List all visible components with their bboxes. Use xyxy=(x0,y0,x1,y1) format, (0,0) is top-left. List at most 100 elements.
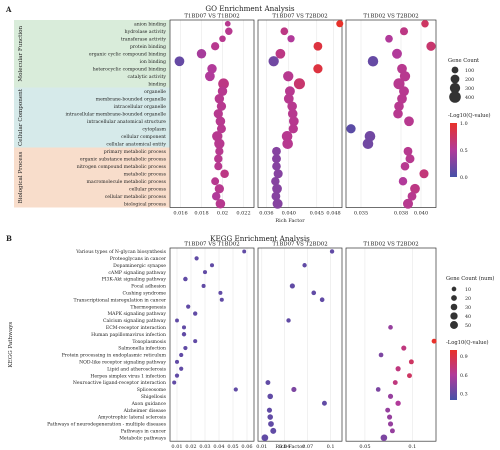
kegg-term-label: Focal adhesion xyxy=(131,284,166,290)
kegg-legend-size-dot xyxy=(450,321,458,329)
go-point xyxy=(407,191,417,201)
go-category-label: Biological Process xyxy=(18,151,24,203)
kegg-term-label: Axon guidance xyxy=(131,401,167,407)
kegg-point xyxy=(407,373,412,379)
kegg-legend-color-tick: 0.3 xyxy=(460,392,468,398)
go-point xyxy=(280,27,289,36)
kegg-term-label: PI3K-Akt signaling pathway xyxy=(102,277,167,283)
go-point xyxy=(367,56,379,67)
go-term-label: protein binding xyxy=(130,44,166,50)
go-facet-frame xyxy=(257,19,343,208)
go-x-tick-label: 0.035 xyxy=(354,211,368,217)
go-point xyxy=(196,49,207,59)
go-point xyxy=(272,154,281,164)
go-term-label: intracellular membrane-bounded organelle xyxy=(66,111,167,117)
go-point xyxy=(271,191,281,201)
kegg-point xyxy=(179,366,184,371)
go-point xyxy=(346,124,356,134)
kegg-term-label: Calcium signaling pathway xyxy=(103,318,166,324)
go-facet-title: T1BD07 VS T1BD02 xyxy=(184,14,239,20)
kegg-point xyxy=(329,249,335,254)
go-point xyxy=(399,71,411,82)
go-point xyxy=(426,41,436,51)
go-category-band xyxy=(14,20,170,88)
kegg-legend-color-tick: 0.6 xyxy=(460,373,468,379)
kegg-x-tick-label: 0.05 xyxy=(359,444,370,450)
kegg-facet-title: T1BD02 VS T2BD02 xyxy=(363,242,418,248)
kegg-point xyxy=(267,414,274,420)
kegg-point xyxy=(174,373,180,378)
go-point xyxy=(214,162,223,171)
kegg-title: KEGG Enrichment Analysis xyxy=(210,234,310,243)
go-point xyxy=(205,71,215,82)
go-point xyxy=(393,78,405,90)
kegg-term-label: Transcriptional misregulation in cancer xyxy=(73,297,166,303)
kegg-xlabel: Rich Factor xyxy=(275,444,305,450)
kegg-point xyxy=(378,352,384,358)
go-facet-frame xyxy=(345,19,437,208)
go-point xyxy=(419,169,429,179)
go-point xyxy=(216,124,226,134)
go-chart: Molecular Function Cellular Component Biol… xyxy=(14,14,491,217)
kegg-point xyxy=(302,263,307,268)
go-point xyxy=(225,27,233,35)
kegg-point xyxy=(181,325,187,330)
go-point xyxy=(216,101,227,111)
go-point xyxy=(174,56,185,67)
kegg-x-tick-label: 0.1 xyxy=(327,444,335,450)
kegg-point xyxy=(385,407,391,413)
kegg-point xyxy=(181,332,187,337)
go-legend-size-dot xyxy=(450,74,460,84)
go-point xyxy=(287,101,297,112)
go-point xyxy=(214,184,224,194)
go-point xyxy=(421,20,429,28)
kegg-term-label: Amyotrophic lateral sclerosis xyxy=(97,415,167,421)
kegg-point xyxy=(431,338,437,344)
go-point xyxy=(272,161,281,171)
go-point xyxy=(215,147,224,156)
go-term-label: catalytic activity xyxy=(128,74,167,80)
kegg-point xyxy=(387,393,394,399)
go-point xyxy=(217,86,228,96)
kegg-point xyxy=(174,359,180,364)
go-panel-label: A xyxy=(5,5,12,14)
kegg-point xyxy=(266,407,273,413)
kegg-point xyxy=(395,400,401,406)
go-point xyxy=(275,48,286,59)
go-x-tick-label: 0.02 xyxy=(217,211,228,217)
go-point xyxy=(207,64,217,74)
go-term-label: organelle xyxy=(144,89,166,95)
kegg-point xyxy=(172,380,177,385)
go-point xyxy=(403,146,413,156)
go-facet-title: T1BD07 VS T2BD02 xyxy=(272,14,327,20)
go-legend-size-dot xyxy=(451,66,459,74)
go-point xyxy=(405,154,415,164)
kegg-point xyxy=(387,421,394,427)
go-point xyxy=(273,169,283,179)
go-xlabel: Rich Factor xyxy=(275,218,305,224)
kegg-term-label: Neuroactive ligand-receptor interaction xyxy=(73,380,166,386)
go-term-label: cellular process xyxy=(129,186,167,192)
kegg-x-tick-label: 0.1 xyxy=(408,444,416,450)
go-point xyxy=(284,86,295,97)
kegg-term-label: Alzheimer disease xyxy=(123,408,167,414)
go-point xyxy=(272,146,281,156)
go-x-tick-label: 0.040 xyxy=(282,211,296,217)
go-legend-size-value: 300 xyxy=(465,86,474,92)
kegg-term-label: Metabolic pathways xyxy=(119,435,166,441)
kegg-point xyxy=(270,427,277,434)
go-point xyxy=(220,169,229,179)
kegg-x-tick-label: 0.06 xyxy=(241,444,252,450)
kegg-x-tick-label: 0.02 xyxy=(185,444,196,450)
go-point xyxy=(402,198,414,209)
kegg-term-label: Protein processing in endoplasmic reticu… xyxy=(62,353,167,359)
go-point xyxy=(215,116,226,127)
kegg-point xyxy=(311,290,317,296)
go-point xyxy=(211,177,220,186)
go-point xyxy=(362,138,374,150)
go-term-label: organic substance metabolic process xyxy=(80,156,167,162)
kegg-term-label: Pathways of neurodegeneration - multiple… xyxy=(47,422,166,428)
kegg-facet-frame xyxy=(257,247,343,442)
go-term-label: intracellular anatomical structure xyxy=(87,119,166,125)
go-point xyxy=(288,124,298,134)
